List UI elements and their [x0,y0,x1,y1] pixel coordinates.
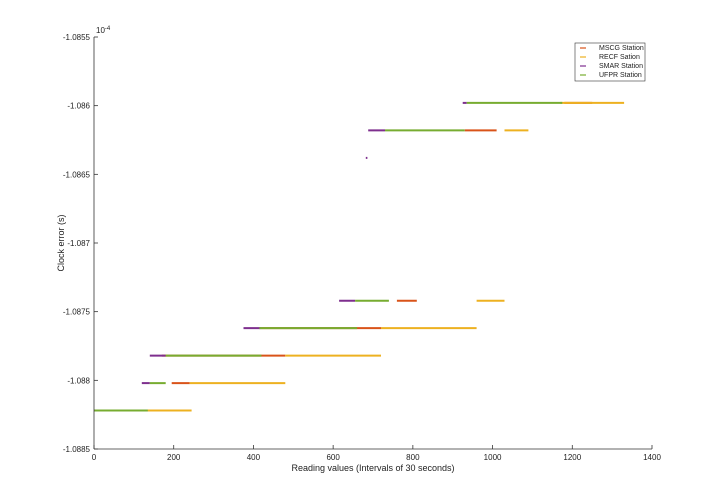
series-recf [145,101,625,412]
x-tick-label: 0 [92,453,97,462]
y-tick-label: -1.0855 [63,33,91,42]
series-ufpr [94,101,563,412]
x-axis-label: Reading values (Intervals of 30 seconds) [291,463,454,473]
y-axis-label: Clock error (s) [56,214,66,271]
x-tick-label: 200 [167,453,181,462]
legend: MSCG Station RECF Sation SMAR Station UFPR … [574,42,646,82]
plot-area [94,37,652,449]
x-tick-label: 1400 [643,453,661,462]
y-tick-label: -1.086 [67,102,90,111]
x-tick-label: 1000 [484,453,502,462]
y-tick-label: -1.088 [67,376,90,385]
x-tick-label: 400 [247,453,261,462]
y-tick-label: -1.0885 [63,445,91,454]
legend-label-recf: RECF Sation [599,54,640,61]
x-tick-label: 600 [326,453,340,462]
legend-label-mscg: MSCG Station [599,45,644,52]
x-tick-label: 1200 [563,453,581,462]
series-layer [94,101,625,412]
ticks-layer: 0 200 400 600 800 1000 1200 1400 -1.0885 -1.088 -1… [63,33,662,462]
x-tick-label: 800 [406,453,420,462]
y-tick-label: -1.087 [67,239,90,248]
legend-box [574,42,646,82]
y-tick-label: -1.0865 [63,170,91,179]
y-tick-label: -1.0875 [63,308,91,317]
y-multiplier: 10-4 [96,26,111,35]
legend-label-ufpr: UFPR Station [599,72,642,79]
series-smar [141,101,467,385]
legend-label-smar: SMAR Station [599,63,643,70]
